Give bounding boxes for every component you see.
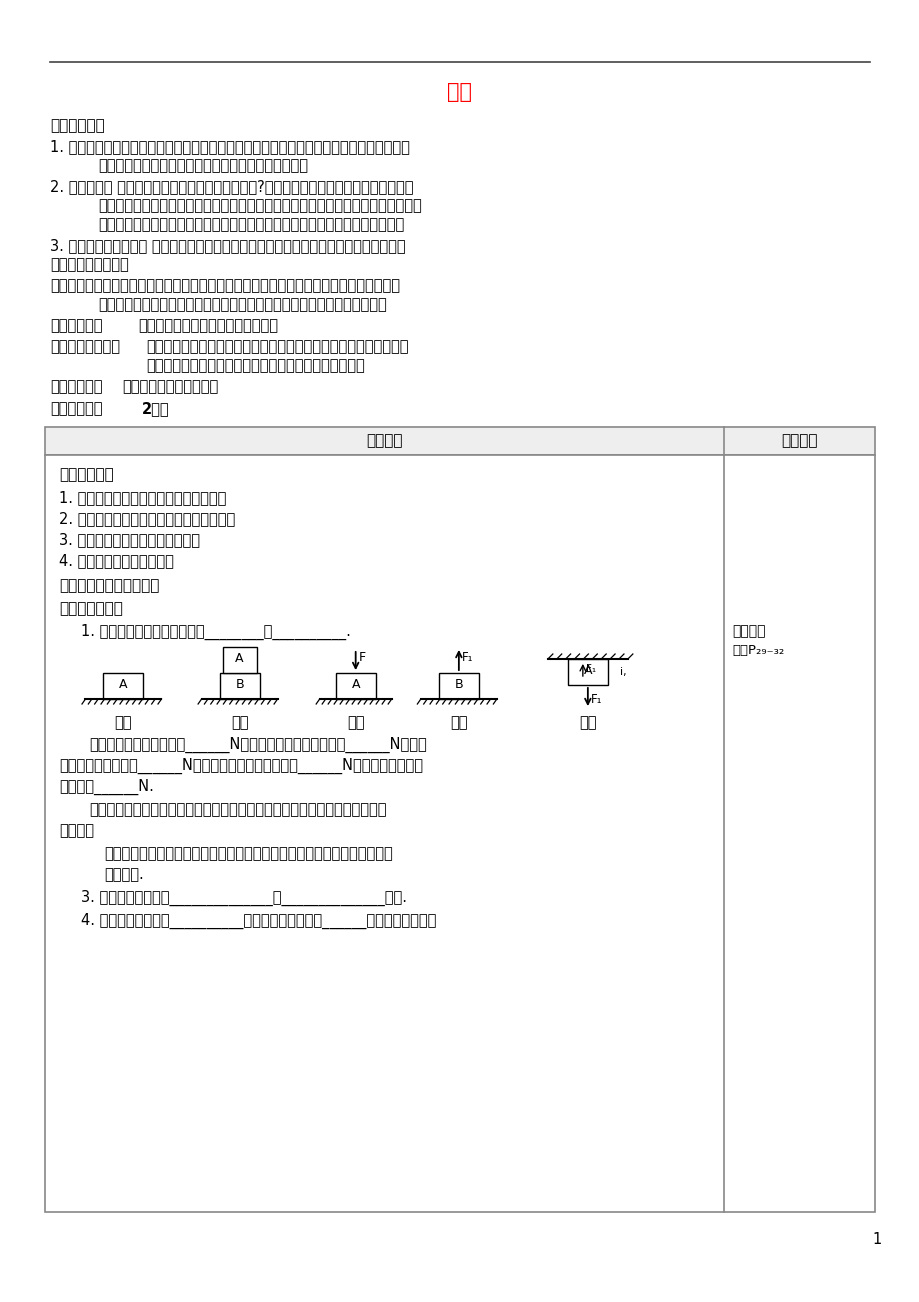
Text: 1. 知道什么是压力，会画压力的示意图；: 1. 知道什么是压力，会画压力的示意图；	[59, 490, 226, 505]
Bar	[220, 673, 259, 699]
Text: 2. 理解什么是压強和影响压強大小的因素；: 2. 理解什么是压強和影响压強大小的因素；	[59, 510, 235, 526]
Text: 总结：在物理上，把垂直作用在物体表面的力叫压力，压力的方向总是垂直于: 总结：在物理上，把垂直作用在物体表面的力叫压力，压力的方向总是垂直于	[89, 802, 386, 816]
Bar	[45, 454, 874, 1212]
Text: 甲图中地面受到的压力是______N；乙图中地面受到的压力是______N；丙图: 甲图中地面受到的压力是______N；乙图中地面受到的压力是______N；丙图	[89, 737, 426, 753]
Text: 3. 压力的作用效果跨______________和______________有关.: 3. 压力的作用效果跨______________和______________…	[81, 891, 406, 906]
Text: i,: i,	[619, 667, 626, 677]
Text: 【自主学习、基础过关】: 【自主学习、基础过关】	[59, 578, 159, 592]
Text: 【学习目标】: 【学习目标】	[50, 118, 105, 133]
Text: 重点：压強的概念和压強的公式；了解压強的增大和减小的主要方法: 重点：压強的概念和压強的公式；了解压強的增大和减小的主要方法	[146, 339, 408, 354]
Text: 的压力是______N.: 的压力是______N.	[59, 779, 153, 796]
Text: 【教学用具】: 【教学用具】	[50, 379, 102, 395]
Text: 中地面受到的压力是______N；丁图中地面受到的压力是______N；戚图中顶面受到: 中地面受到的压力是______N；丁图中地面受到的压力是______N；戚图中顶…	[59, 758, 423, 775]
Text: F: F	[358, 651, 366, 664]
Text: 一、自主检测：: 一、自主检测：	[59, 602, 123, 616]
Text: 3. 情感、态度与价值观 经历观察、实验以及探究等学习活动，培养学生尊重客观事实、实: 3. 情感、态度与价值观 经历观察、实验以及探究等学习活动，培养学生尊重客观事实…	[50, 238, 405, 253]
Text: 自主学习: 自主学习	[732, 624, 765, 638]
Text: F₁: F₁	[590, 693, 602, 706]
Text: 方法导引: 方法导引	[780, 434, 817, 448]
Text: 【学习重、难点】: 【学习重、难点】	[50, 339, 119, 354]
Text: 受力面。: 受力面。	[59, 823, 94, 838]
Text: 2. 过程与方法 探究压力的作用效果跟什么因素有关?经历探究的主要环节，通过探究实验，: 2. 过程与方法 探究压力的作用效果跟什么因素有关?经历探究的主要环节，通过探究…	[50, 178, 413, 194]
Text: 戊图: 戊图	[578, 715, 596, 730]
Text: 通过探究性物理学习活动，使学生获得成功的愉悦，培养学生对参与物理学习活动的兴趣，: 通过探究性物理学习活动，使学生获得成功的愉悦，培养学生对参与物理学习活动的兴趣，	[50, 279, 400, 293]
Text: F₁: F₁	[585, 664, 596, 674]
Text: 2课时: 2课时	[142, 401, 169, 417]
Text: 1. 力的作用效果是改变物体的________和__________.: 1. 力的作用效果是改变物体的________和__________.	[81, 624, 350, 641]
Text: B: B	[235, 677, 244, 690]
Text: B: B	[454, 677, 462, 690]
Text: F₁: F₁	[461, 651, 473, 664]
Text: 1. 知识技能：了解压強的概念；理解什么是压力，什么是物体的受力面积；理解压強的大小: 1. 知识技能：了解压強的概念；理解什么是压力，什么是物体的受力面积；理解压強的…	[50, 139, 410, 154]
Text: 压強: 压強	[447, 82, 472, 102]
Text: 【课时安排】: 【课时安排】	[50, 401, 102, 417]
Bar	[335, 673, 375, 699]
Text: 压力并不一定由重力产生，只有静止放在水平地面上的物体对地面的压力才: 压力并不一定由重力产生，只有静止放在水平地面上的物体对地面的压力才	[104, 846, 392, 861]
Text: 乙图: 乙图	[231, 715, 248, 730]
Text: 1: 1	[872, 1232, 881, 1247]
Text: 法；观察生活中各种跨压強有关的现象，了解对比是提高物理思维的基本方法。: 法；观察生活中各种跨压強有关的现象，了解对比是提高物理思维的基本方法。	[98, 217, 403, 232]
Bar	[567, 659, 607, 685]
Text: 【学法指导】: 【学法指导】	[50, 318, 102, 333]
Bar	[45, 427, 874, 454]
Text: 小桌、泡沫塑料、码码等: 小桌、泡沫塑料、码码等	[122, 379, 218, 395]
Text: A: A	[583, 664, 592, 677]
Text: A: A	[119, 677, 128, 690]
Text: 4. 压強的计算公式是__________，其中压力的单位是______，受力面积的单位: 4. 压強的计算公式是__________，其中压力的单位是______，受力面…	[81, 913, 436, 930]
Text: 导学过程: 导学过程	[366, 434, 403, 448]
Text: 3. 能说出增大和减小压強的方法；: 3. 能说出增大和减小压強的方法；	[59, 533, 199, 547]
Text: 等于重力.: 等于重力.	[104, 867, 143, 881]
Text: 甲图: 甲图	[115, 715, 132, 730]
Text: 事求是的科学态度。: 事求是的科学态度。	[50, 256, 129, 272]
Text: 课本P₂₉₋₃₂: 课本P₂₉₋₃₂	[732, 644, 783, 658]
Text: 【课堂目标】: 【课堂目标】	[59, 467, 114, 482]
Text: 观察实验现象采集的实验数据，获得对压強比较深入的了解，初步学习使用控制变量: 观察实验现象采集的实验数据，获得对压強比较深入的了解，初步学习使用控制变量	[98, 198, 421, 214]
Text: 实验探究法、讲演与练习法、练习法: 实验探究法、讲演与练习法、练习法	[138, 318, 278, 333]
Text: 难点：压強公式的应用；会判断压強是如何增大和减小的: 难点：压強公式的应用；会判断压強是如何增大和减小的	[146, 358, 364, 372]
Text: A: A	[235, 651, 244, 664]
Text: 提高学习的自信心；感悟科学是人类创造发明的基础，激发学生的学习热情: 提高学习的自信心；感悟科学是人类创造发明的基础，激发学生的学习热情	[98, 297, 386, 312]
Bar	[438, 673, 479, 699]
Bar	[222, 647, 256, 673]
Text: 跨哪些因素有关；了解压強的增大和减小的主要方法。: 跨哪些因素有关；了解压強的增大和减小的主要方法。	[98, 158, 308, 173]
Text: 4. 能用压強公式进行计算。: 4. 能用压強公式进行计算。	[59, 553, 174, 568]
Text: A: A	[351, 677, 359, 690]
Text: 丁图: 丁图	[449, 715, 467, 730]
Bar	[103, 673, 143, 699]
Text: 丙图: 丙图	[346, 715, 364, 730]
